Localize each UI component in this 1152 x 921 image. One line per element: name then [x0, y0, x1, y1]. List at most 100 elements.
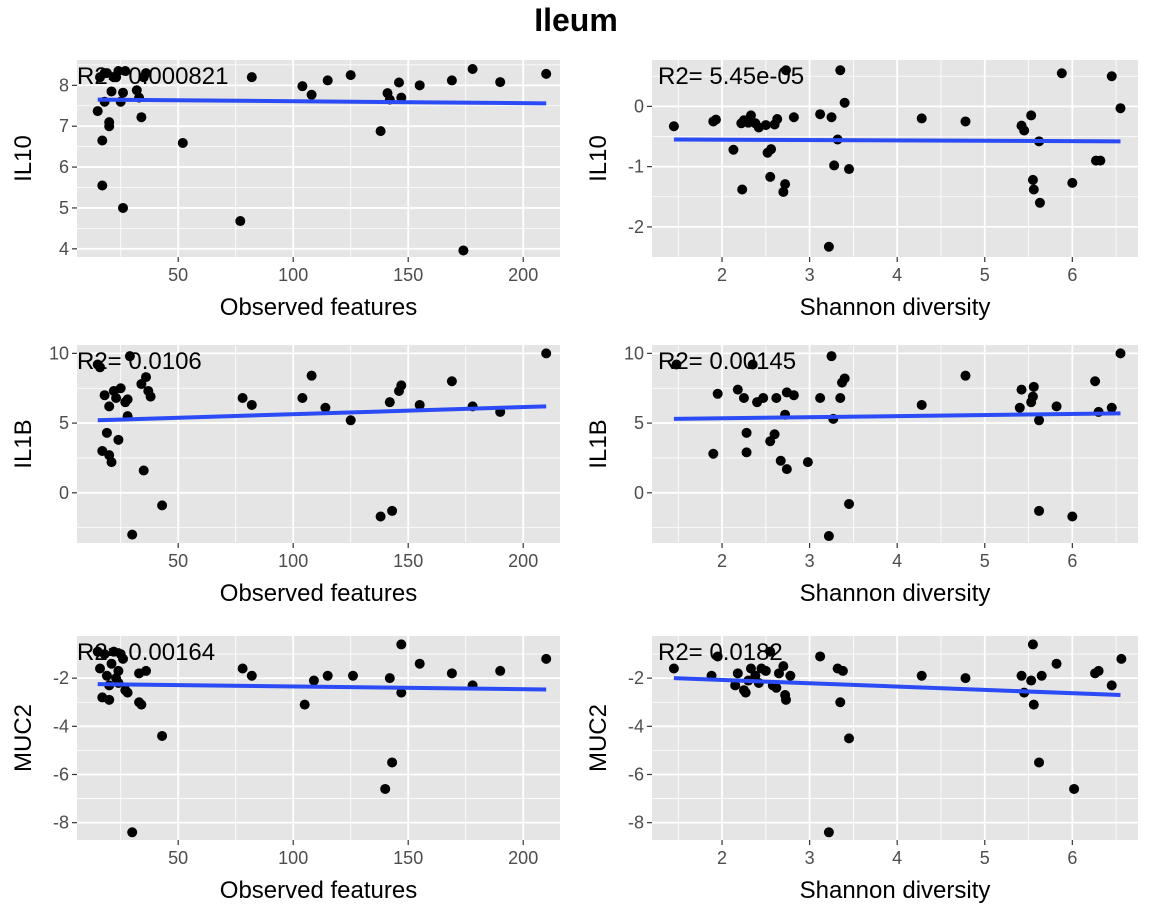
data-point: [1051, 401, 1062, 412]
data-point: [815, 651, 826, 662]
data-point: [458, 245, 469, 256]
data-point: [668, 121, 679, 132]
panel-background: [77, 345, 560, 543]
regression-line: [97, 682, 547, 692]
y-tick-label: 10: [624, 343, 644, 363]
data-point: [730, 680, 741, 691]
data-point: [396, 380, 407, 391]
data-point: [99, 390, 110, 401]
data-point: [1116, 653, 1127, 664]
data-point: [320, 402, 331, 413]
data-point: [785, 670, 796, 681]
data-point: [728, 144, 739, 155]
r2-annotation: R2= 0.00145: [658, 348, 796, 375]
x-tick-label: 2: [717, 551, 727, 571]
regression-line: [673, 676, 1121, 698]
data-point: [745, 663, 756, 674]
data-point: [1034, 757, 1045, 768]
y-tick-label: -4: [628, 716, 644, 736]
x-tick-label: 4: [892, 848, 902, 868]
data-point: [1034, 197, 1045, 208]
data-point: [396, 92, 407, 103]
data-point: [747, 359, 758, 370]
data-point: [157, 500, 168, 511]
data-point: [829, 160, 840, 171]
data-point: [345, 70, 356, 81]
data-point: [177, 137, 188, 148]
data-point: [1014, 402, 1025, 413]
data-point: [1067, 177, 1078, 188]
x-tick-label: 100: [278, 551, 308, 571]
data-point: [826, 351, 837, 362]
y-tick-label: 5: [59, 413, 69, 433]
data-point: [92, 106, 103, 117]
data-point: [835, 392, 846, 403]
data-point: [237, 663, 248, 674]
regression-line: [673, 411, 1121, 421]
x-axis-title: Observed features: [220, 294, 417, 321]
data-point: [1027, 391, 1038, 402]
data-point: [136, 112, 147, 123]
data-point: [322, 75, 333, 86]
data-point: [780, 694, 791, 705]
data-point: [815, 392, 826, 403]
data-point: [765, 171, 776, 182]
panel-background: [652, 60, 1138, 257]
data-point: [1028, 184, 1039, 195]
data-point: [778, 661, 789, 672]
r2-annotation: R2= 5.45e-05: [658, 63, 804, 90]
y-tick-label: -1: [628, 157, 644, 177]
data-point: [297, 392, 308, 403]
data-point: [104, 694, 115, 705]
data-point: [960, 370, 971, 381]
data-point: [1028, 699, 1039, 710]
data-point: [738, 392, 749, 403]
data-point: [396, 687, 407, 698]
data-point: [118, 653, 128, 664]
data-point: [1115, 348, 1126, 359]
x-axis-title: Shannon diversity: [800, 877, 991, 904]
data-point: [104, 117, 115, 128]
x-tick-label: 5: [980, 551, 990, 571]
data-point: [1027, 174, 1038, 185]
data-point: [775, 455, 786, 466]
data-point: [835, 697, 846, 708]
data-point: [741, 447, 752, 458]
data-point: [104, 401, 115, 412]
y-axis-title: IL1B: [10, 419, 37, 468]
r2-annotation: R2= 0.000821: [77, 63, 228, 90]
data-point: [712, 651, 723, 662]
x-tick-label: 3: [805, 848, 815, 868]
x-axis-title: Observed features: [220, 580, 417, 607]
data-point: [246, 72, 257, 83]
data-point: [839, 97, 850, 108]
y-axis-title: IL10: [10, 135, 37, 182]
data-point: [495, 77, 506, 88]
y-tick-label: 5: [634, 413, 644, 433]
y-tick-label: -6: [53, 764, 69, 784]
x-tick-label: 3: [805, 265, 815, 285]
panel-background: [77, 636, 560, 840]
data-point: [387, 757, 398, 768]
data-point: [839, 373, 850, 384]
data-point: [394, 77, 404, 88]
data-point: [802, 457, 813, 468]
x-tick-label: 6: [1067, 551, 1077, 571]
data-point: [916, 670, 927, 681]
data-point: [106, 658, 117, 669]
data-point: [758, 392, 769, 403]
data-point: [823, 241, 834, 252]
y-tick-label: -6: [628, 764, 644, 784]
data-point: [780, 65, 791, 76]
data-point: [745, 110, 756, 121]
data-point: [446, 75, 457, 86]
data-point: [157, 730, 168, 741]
data-point: [1026, 110, 1037, 121]
main-title: Ileum: [534, 2, 618, 38]
x-tick-label: 6: [1067, 265, 1077, 285]
data-point: [396, 639, 407, 650]
data-point: [740, 687, 751, 698]
y-tick-label: -2: [53, 668, 69, 688]
y-tick-label: -2: [628, 217, 644, 237]
